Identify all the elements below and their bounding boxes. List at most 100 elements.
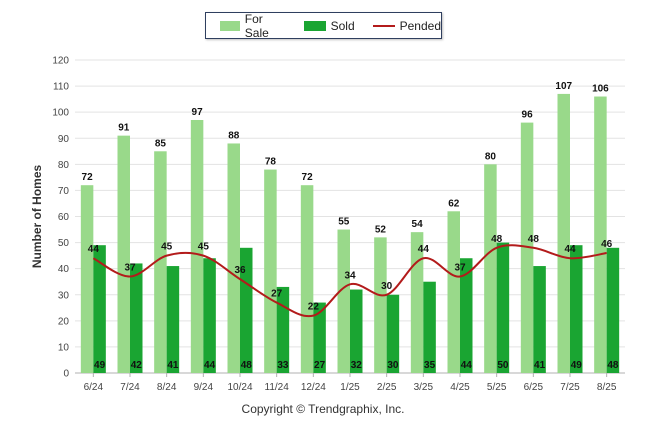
bar-sold: [93, 245, 106, 373]
data-label-for-sale: 62: [448, 198, 460, 209]
copyright-credit: Copyright © Trendgraphix, Inc.: [241, 402, 405, 416]
bar-sold: [203, 258, 216, 373]
bar-for-sale: [484, 164, 497, 373]
data-label-for-sale: 78: [265, 157, 277, 168]
legend-swatch-sold: [303, 20, 326, 31]
data-label-for-sale: 72: [302, 172, 314, 183]
y-tick-label: 80: [58, 160, 70, 171]
bar-for-sale: [337, 229, 350, 373]
bar-for-sale: [557, 93, 570, 374]
legend-swatch-pended: [372, 24, 395, 27]
data-label-for-sale: 88: [228, 130, 240, 141]
data-label-for-sale: 96: [522, 110, 534, 121]
x-tick-label: 3/25: [414, 382, 434, 393]
legend-item-sold: Sold: [303, 18, 355, 33]
bar-sold: [166, 266, 180, 373]
data-label-pended: 27: [271, 289, 283, 300]
data-label-sold: 48: [607, 360, 619, 371]
y-axis-title: Number of Homes: [30, 165, 44, 269]
legend-item-pended: Pended: [372, 18, 441, 33]
y-tick-label: 100: [52, 108, 69, 119]
legend: For Sale Sold Pended: [205, 11, 442, 40]
y-tick-label: 0: [63, 369, 69, 380]
x-tick-label: 2/25: [377, 382, 397, 393]
data-label-pended: 36: [234, 265, 246, 276]
y-tick-label: 110: [53, 82, 69, 93]
data-label-pended: 37: [454, 262, 466, 273]
data-label-pended: 46: [601, 239, 613, 250]
data-label-pended: 30: [381, 281, 393, 292]
data-label-for-sale: 55: [338, 217, 350, 228]
legend-swatch-for-sale: [220, 20, 240, 31]
data-label-for-sale: 52: [375, 224, 387, 235]
data-label-sold: 49: [571, 360, 583, 371]
legend-label-pended: Pended: [399, 18, 441, 33]
data-label-for-sale: 91: [118, 123, 130, 134]
x-tick-label: 6/25: [524, 382, 544, 393]
data-label-for-sale: 106: [592, 84, 609, 95]
y-tick-label: 10: [58, 342, 70, 353]
data-label-for-sale: 54: [412, 219, 424, 230]
data-label-sold: 41: [534, 360, 546, 371]
bar-for-sale: [80, 185, 94, 373]
x-tick-label: 5/25: [487, 382, 507, 393]
data-label-sold: 35: [424, 360, 436, 371]
data-label-sold: 44: [204, 360, 216, 371]
bar-sold: [386, 294, 400, 373]
data-label-sold: 30: [387, 360, 399, 371]
data-label-sold: 49: [94, 360, 106, 371]
x-tick-label: 6/24: [84, 382, 104, 393]
bar-sold: [533, 266, 546, 373]
data-label-for-sale: 80: [485, 151, 497, 162]
bar-for-sale: [374, 237, 387, 373]
data-label-sold: 27: [314, 360, 326, 371]
data-label-pended: 37: [124, 262, 136, 273]
legend-label-for-sale: For Sale: [244, 11, 269, 40]
data-label-sold: 50: [497, 360, 509, 371]
data-label-pended: 45: [161, 242, 173, 253]
data-label-pended: 44: [564, 244, 576, 255]
x-tick-label: 8/24: [157, 382, 177, 393]
bar-sold: [606, 247, 620, 373]
bar-for-sale: [594, 96, 607, 374]
bar-sold: [460, 258, 473, 373]
bar-for-sale: [117, 135, 130, 373]
y-tick-label: 60: [58, 212, 70, 223]
y-tick-label: 40: [58, 264, 70, 275]
bar-sold: [240, 247, 253, 373]
data-label-for-sale: 72: [82, 172, 94, 183]
data-label-sold: 33: [277, 360, 289, 371]
x-tick-label: 9/24: [194, 382, 214, 393]
x-tick-label: 11/24: [265, 382, 290, 393]
y-tick-label: 20: [58, 316, 70, 327]
data-label-pended: 34: [344, 270, 356, 281]
bar-sold: [570, 245, 583, 373]
x-tick-label: 12/24: [301, 382, 326, 393]
bar-for-sale: [190, 119, 204, 373]
bar-for-sale: [227, 143, 240, 373]
x-tick-label: 4/25: [450, 382, 470, 393]
x-tick-label: 1/25: [340, 382, 360, 393]
data-label-sold: 48: [241, 360, 253, 371]
legend-label-sold: Sold: [330, 18, 355, 33]
bar-for-sale: [410, 232, 424, 373]
x-tick-label: 7/25: [560, 382, 580, 393]
x-tick-label: 10/24: [227, 382, 252, 393]
data-label-sold: 32: [351, 360, 363, 371]
x-tick-label: 7/24: [120, 382, 140, 393]
data-label-sold: 41: [167, 360, 179, 371]
bar-sold: [496, 242, 510, 373]
y-tick-label: 70: [58, 186, 70, 197]
y-tick-label: 50: [58, 238, 70, 249]
y-tick-label: 120: [52, 56, 69, 67]
bar-for-sale: [300, 185, 314, 373]
data-label-pended: 48: [491, 234, 503, 245]
bar-sold: [423, 281, 436, 373]
data-label-pended: 44: [88, 244, 100, 255]
data-label-pended: 45: [198, 242, 210, 253]
bar-sold: [313, 302, 326, 373]
line-pended: [92, 244, 607, 318]
data-label-pended: 22: [308, 302, 320, 313]
data-label-sold: 44: [461, 360, 473, 371]
